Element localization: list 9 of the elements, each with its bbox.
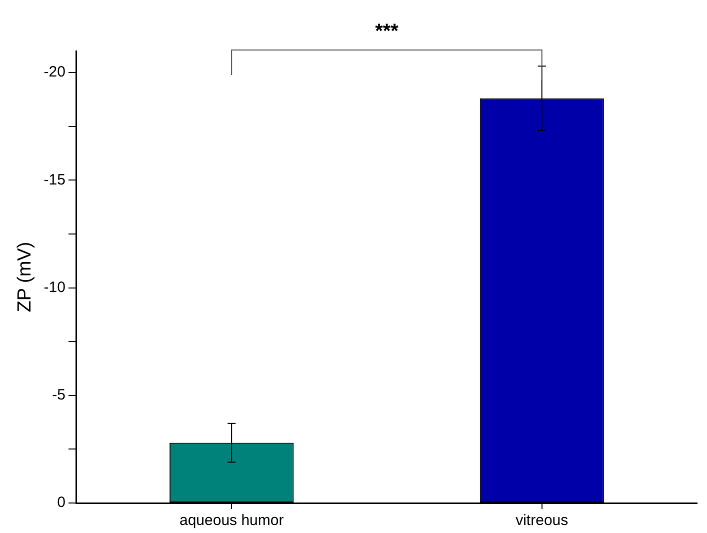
text: *** bbox=[375, 20, 399, 43]
y-axis-title: ZP (mV) bbox=[14, 242, 36, 312]
y-tick-label: -10 bbox=[44, 278, 66, 296]
x-tick-label: vitreous bbox=[516, 512, 568, 530]
y-tick-label: -5 bbox=[52, 386, 66, 404]
y-tick-label: 0 bbox=[57, 494, 66, 512]
y-tick-label: -15 bbox=[44, 171, 66, 188]
y-tick-label: -20 bbox=[44, 64, 66, 81]
x-tick-label: aqueous humor bbox=[179, 512, 284, 530]
